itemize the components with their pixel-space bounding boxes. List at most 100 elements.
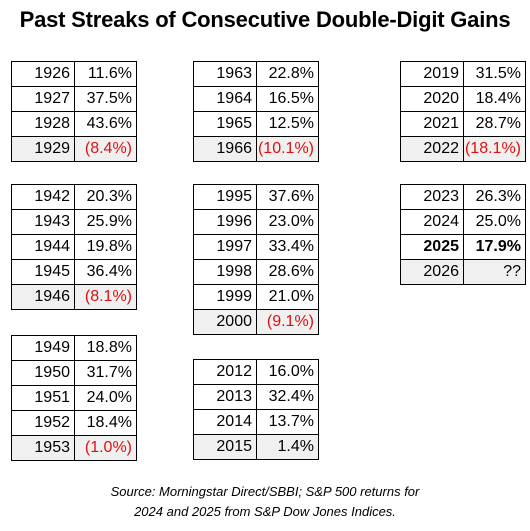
table-row: 2021 28.7% xyxy=(400,111,526,137)
return-cell: 13.7% xyxy=(256,409,319,435)
year-cell: 1926 xyxy=(11,61,75,87)
source-line-1: Source: Morningstar Direct/SBBI; S&P 500… xyxy=(110,484,420,499)
return-cell: 17.9% xyxy=(463,234,526,260)
year-cell: 1997 xyxy=(193,234,257,260)
negative-return-cell: (18.1%) xyxy=(463,136,526,162)
table-row: 1964 16.5% xyxy=(193,86,319,112)
year-cell: 1946 xyxy=(11,284,75,310)
return-cell: 23.0% xyxy=(256,209,319,235)
table-row: 2015 1.4% xyxy=(193,434,319,460)
return-cell: 21.0% xyxy=(256,284,319,310)
return-cell: 22.8% xyxy=(256,61,319,87)
return-cell: 20.3% xyxy=(74,184,137,210)
year-cell: 2019 xyxy=(400,61,464,87)
table-row: 1965 12.5% xyxy=(193,111,319,137)
return-cell: 25.9% xyxy=(74,209,137,235)
table-row: 2000 (9.1%) xyxy=(193,309,319,335)
year-cell: 1928 xyxy=(11,111,75,137)
year-cell: 1951 xyxy=(11,385,75,411)
table-row: 1950 31.7% xyxy=(11,360,137,386)
source-line-2: 2024 and 2025 from S&P Dow Jones Indices… xyxy=(134,504,396,519)
year-cell: 2000 xyxy=(193,309,257,335)
year-cell: 1952 xyxy=(11,410,75,436)
return-cell: 31.5% xyxy=(463,61,526,87)
table-row: 1928 43.6% xyxy=(11,111,137,137)
negative-return-cell: (8.4%) xyxy=(74,136,137,162)
year-cell: 2020 xyxy=(400,86,464,112)
table-row: 2024 25.0% xyxy=(400,209,526,235)
year-cell: 1927 xyxy=(11,86,75,112)
year-cell: 2012 xyxy=(193,359,257,385)
year-cell: 1996 xyxy=(193,209,257,235)
table-row: 2012 16.0% xyxy=(193,359,319,385)
return-cell: 33.4% xyxy=(256,234,319,260)
year-cell: 2014 xyxy=(193,409,257,435)
table-row: 1943 25.9% xyxy=(11,209,137,235)
table-row: 2014 13.7% xyxy=(193,409,319,435)
streak-table-1926: 1926 11.6% 1927 37.5% 1928 43.6% 1929 (8.4%) xyxy=(11,61,137,162)
table-row: 1949 18.8% xyxy=(11,335,137,361)
year-cell: 1965 xyxy=(193,111,257,137)
table-row: 1966 (10.1%) xyxy=(193,136,319,162)
table-row: 1929 (8.4%) xyxy=(11,136,137,162)
return-cell: 19.8% xyxy=(74,234,137,260)
year-cell: 2023 xyxy=(400,184,464,210)
return-cell: 24.0% xyxy=(74,385,137,411)
return-cell: 32.4% xyxy=(256,384,319,410)
table-row: 2022 (18.1%) xyxy=(400,136,526,162)
return-cell: 18.4% xyxy=(463,86,526,112)
table-row: 1997 33.4% xyxy=(193,234,319,260)
return-cell: 36.4% xyxy=(74,259,137,285)
year-cell: 1943 xyxy=(11,209,75,235)
year-cell: 1929 xyxy=(11,136,75,162)
table-row: 1944 19.8% xyxy=(11,234,137,260)
return-cell: 37.5% xyxy=(74,86,137,112)
return-cell: 18.8% xyxy=(74,335,137,361)
return-cell: 31.7% xyxy=(74,360,137,386)
year-cell: 1945 xyxy=(11,259,75,285)
streak-table-1995: 1995 37.6% 1996 23.0% 1997 33.4% 1998 28.6% 1999… xyxy=(193,184,319,335)
streak-table-2012: 2012 16.0% 2013 32.4% 2014 13.7% 2015 1.4% xyxy=(193,359,319,460)
return-cell: 16.5% xyxy=(256,86,319,112)
year-cell: 1944 xyxy=(11,234,75,260)
streak-table-2023: 2023 26.3% 2024 25.0% 2025 17.9% 2026?? xyxy=(400,184,526,285)
year-cell: 1964 xyxy=(193,86,257,112)
year-cell: 2013 xyxy=(193,384,257,410)
streak-table-1949: 1949 18.8% 1950 31.7% 1951 24.0% 1952 18.4% 1953… xyxy=(11,335,137,461)
table-row: 2025 17.9% xyxy=(400,234,526,260)
negative-return-cell: (8.1%) xyxy=(74,284,137,310)
year-cell: 2026 xyxy=(400,259,464,285)
chart-title: Past Streaks of Consecutive Double-Digit… xyxy=(19,7,511,32)
streak-table-1942: 1942 20.3% 1943 25.9% 1944 19.8% 1945 36.4% 1946… xyxy=(11,184,137,310)
negative-return-cell: (10.1%) xyxy=(256,136,319,162)
year-cell: 2025 xyxy=(400,234,464,260)
table-row: 2013 32.4% xyxy=(193,384,319,410)
streak-table-1963: 1963 22.8% 1964 16.5% 1965 12.5% 1966 (10.1%) xyxy=(193,61,319,162)
table-row: 1998 28.6% xyxy=(193,259,319,285)
year-cell: 1999 xyxy=(193,284,257,310)
table-row: 2023 26.3% xyxy=(400,184,526,210)
table-row: 1951 24.0% xyxy=(11,385,137,411)
return-cell: 1.4% xyxy=(256,434,319,460)
year-cell: 1963 xyxy=(193,61,257,87)
source-note: Source: Morningstar Direct/SBBI; S&P 500… xyxy=(0,482,530,522)
table-row: 1952 18.4% xyxy=(11,410,137,436)
year-cell: 2024 xyxy=(400,209,464,235)
year-cell: 2022 xyxy=(400,136,464,162)
return-cell: 26.3% xyxy=(463,184,526,210)
year-cell: 1995 xyxy=(193,184,257,210)
return-cell: 43.6% xyxy=(74,111,137,137)
return-cell: 28.6% xyxy=(256,259,319,285)
year-cell: 1950 xyxy=(11,360,75,386)
table-row: 1927 37.5% xyxy=(11,86,137,112)
table-row: 1963 22.8% xyxy=(193,61,319,87)
negative-return-cell: (9.1%) xyxy=(256,309,319,335)
table-row: 2026?? xyxy=(400,259,526,285)
year-cell: 1953 xyxy=(11,435,75,461)
return-cell: 28.7% xyxy=(463,111,526,137)
year-cell: 1998 xyxy=(193,259,257,285)
return-cell: 11.6% xyxy=(74,61,137,87)
table-row: 1995 37.6% xyxy=(193,184,319,210)
negative-return-cell: (1.0%) xyxy=(74,435,137,461)
year-cell: 2015 xyxy=(193,434,257,460)
